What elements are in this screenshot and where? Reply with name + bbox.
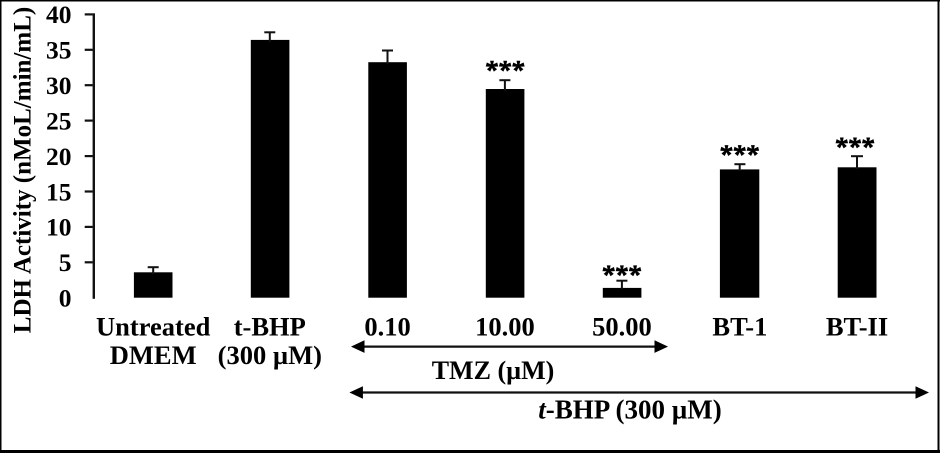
svg-text:10: 10 (46, 213, 72, 242)
svg-text:DMEM: DMEM (110, 340, 197, 370)
svg-text:15: 15 (46, 177, 72, 206)
svg-text:25: 25 (46, 106, 72, 135)
svg-text:30: 30 (46, 71, 72, 100)
svg-text:BT-1: BT-1 (712, 312, 767, 342)
svg-text:0.10: 0.10 (364, 312, 410, 342)
svg-text:50.00: 50.00 (592, 312, 652, 342)
svg-text:Untreated: Untreated (96, 312, 211, 342)
svg-text:TMZ (µM): TMZ (µM) (432, 356, 555, 385)
svg-text:0: 0 (59, 284, 72, 313)
svg-text:40: 40 (46, 0, 72, 29)
svg-text:BT-II: BT-II (826, 312, 888, 342)
svg-text:10.00: 10.00 (475, 312, 535, 342)
svg-text:LDH Activity (nMoL/min/mL): LDH Activity (nMoL/min/mL) (10, 7, 37, 333)
svg-text:20: 20 (46, 142, 72, 171)
svg-text:t-BHP: t-BHP (234, 312, 306, 342)
svg-text:35: 35 (46, 36, 72, 65)
svg-text:t-BHP (300 µM): t-BHP (300 µM) (538, 395, 722, 425)
svg-text:(300 µM): (300 µM) (218, 340, 322, 370)
svg-text:5: 5 (59, 248, 72, 277)
